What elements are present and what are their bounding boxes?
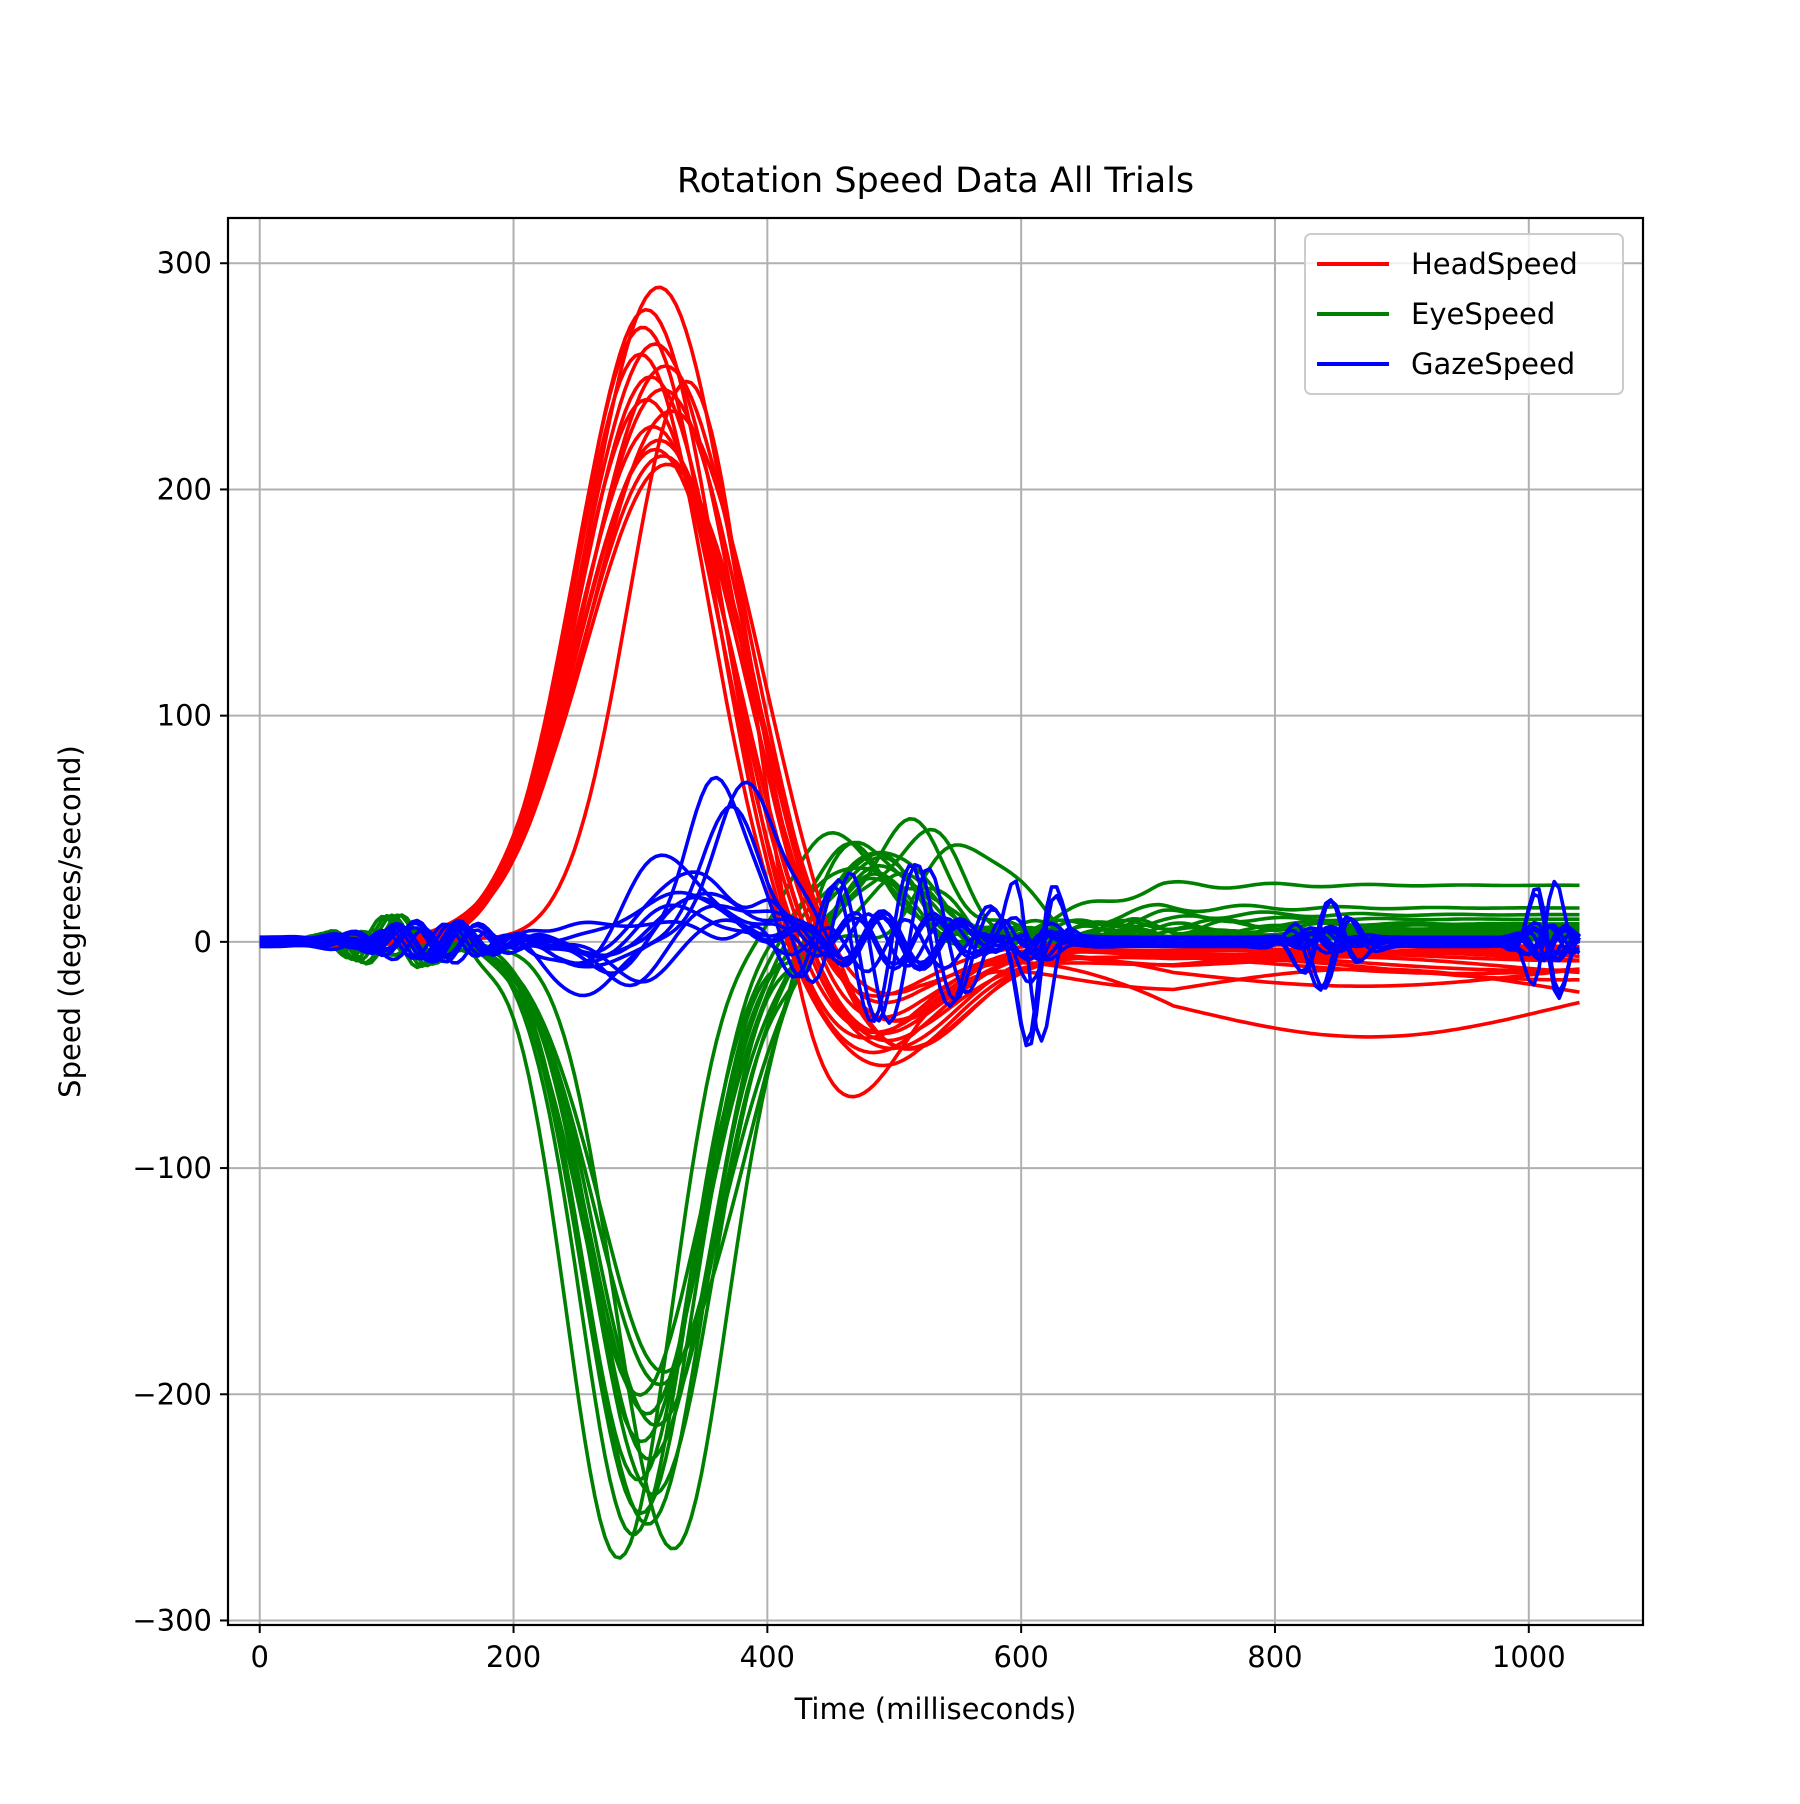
y-tick-label: 0 <box>194 925 212 959</box>
gazespeed-trial-line <box>259 890 1581 970</box>
x-tick-label: 200 <box>486 1640 541 1674</box>
y-axis-label: Speed (degrees/second) <box>53 745 87 1098</box>
x-tick-label: 800 <box>1247 1640 1302 1674</box>
y-tick-label: 100 <box>157 699 212 733</box>
axis-ticks: 0 200 400 600 800 1000 −300 −200 −100 0 100 200 300 <box>132 246 1565 1674</box>
axes-frame <box>226 216 1645 1627</box>
legend-label: GazeSpeed <box>1411 347 1575 381</box>
y-tick-label: −300 <box>132 1603 212 1637</box>
chart-title: Rotation Speed Data All Trials <box>677 161 1194 201</box>
legend-label: HeadSpeed <box>1411 247 1578 281</box>
gazespeed-trial-line <box>259 893 1581 1048</box>
y-tick-label: −200 <box>132 1377 212 1411</box>
x-tick-label: 400 <box>740 1640 795 1674</box>
y-tick-label: 300 <box>157 246 212 280</box>
y-tick-label: −100 <box>132 1151 212 1185</box>
headspeed-trial-line <box>259 462 1580 1039</box>
gazespeed-trial-line <box>259 895 1581 976</box>
x-tick-label: 1000 <box>1492 1640 1566 1674</box>
x-tick-label: 0 <box>250 1640 268 1674</box>
y-tick-label: 200 <box>157 472 212 506</box>
gazespeed-trial-line <box>259 903 1581 988</box>
headspeed-trial-line <box>259 447 1580 1036</box>
x-axis-label: Time (milliseconds) <box>794 1692 1077 1726</box>
legend: HeadSpeed EyeSpeed GazeSpeed <box>1304 233 1624 395</box>
plot-area <box>259 285 1582 1560</box>
legend-label: EyeSpeed <box>1411 297 1555 331</box>
legend-box <box>1304 233 1624 395</box>
x-tick-label: 600 <box>993 1640 1048 1674</box>
